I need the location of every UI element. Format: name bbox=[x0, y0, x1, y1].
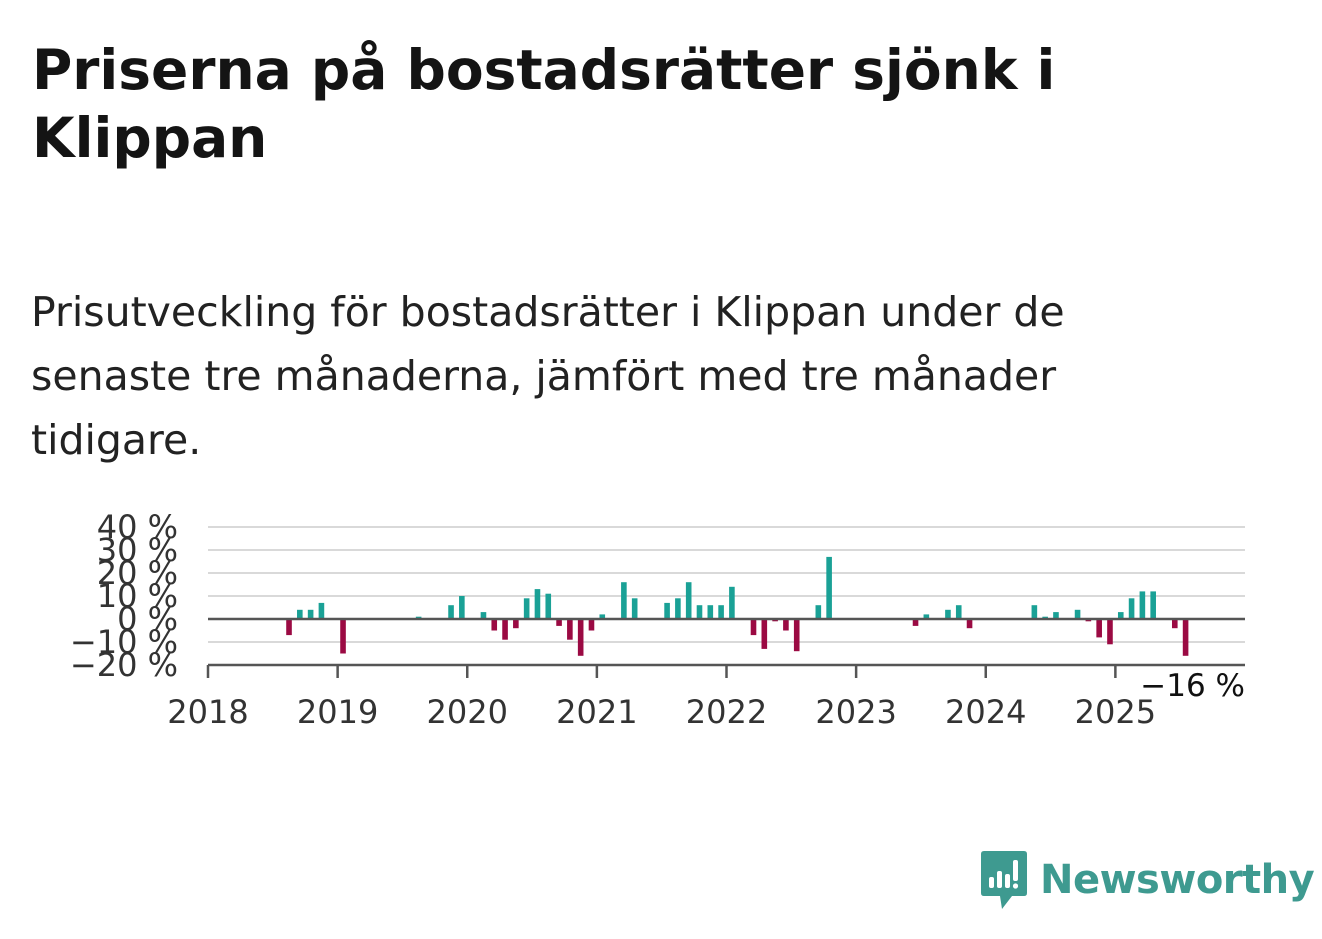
bar-chart: 40 %30 %20 %10 %0 %−10 %−20 % 2018 2019 20… bbox=[70, 508, 1248, 731]
bar bbox=[588, 619, 595, 631]
bar bbox=[1171, 619, 1178, 629]
bar bbox=[685, 582, 692, 619]
y-axis-labels: 40 %30 %20 %10 %0 %−10 %−20 % bbox=[70, 508, 178, 684]
bar bbox=[718, 605, 724, 619]
bar bbox=[1074, 609, 1081, 619]
bar bbox=[1150, 591, 1156, 619]
bars bbox=[286, 556, 1189, 656]
bar bbox=[545, 593, 552, 619]
bar bbox=[761, 619, 768, 649]
bar bbox=[1182, 619, 1189, 656]
bar bbox=[513, 619, 519, 629]
brand-name: Newsworthy bbox=[1040, 857, 1315, 903]
bar bbox=[318, 602, 325, 619]
bar bbox=[286, 619, 292, 636]
bar bbox=[523, 598, 530, 619]
bar bbox=[567, 619, 573, 640]
y-tick-label: 0 % bbox=[117, 600, 178, 638]
bar bbox=[912, 619, 919, 626]
x-axis-labels: 2018 2019 2020 2021 2022 2023 2024 2025 bbox=[167, 693, 1156, 731]
bar bbox=[815, 605, 822, 619]
gridlines bbox=[208, 526, 1245, 643]
bar bbox=[599, 614, 606, 619]
brand-logo: Newsworthy bbox=[980, 848, 1315, 912]
bar bbox=[448, 605, 454, 619]
bar bbox=[1031, 605, 1038, 619]
y-tick-label: 20 % bbox=[97, 554, 178, 592]
chart-title: Priserna på bostadsrätter sjönk i Klippa… bbox=[32, 38, 1056, 170]
bar bbox=[1053, 612, 1059, 619]
bar bbox=[675, 598, 681, 619]
end-value-label: −16 %−16 % bbox=[1137, 665, 1248, 707]
bar bbox=[826, 556, 832, 619]
x-tick-label: 2021 bbox=[556, 693, 637, 731]
bar bbox=[1139, 591, 1146, 619]
bar bbox=[534, 589, 541, 619]
bar bbox=[1096, 619, 1102, 638]
bar bbox=[945, 609, 951, 619]
x-tick-label: 2023 bbox=[815, 693, 896, 731]
bar bbox=[621, 582, 627, 619]
bar bbox=[340, 619, 346, 654]
x-tick-label: 2025 bbox=[1075, 693, 1156, 731]
bar bbox=[459, 596, 465, 619]
bar bbox=[631, 598, 638, 619]
x-tick-label: 2019 bbox=[297, 693, 378, 731]
y-tick-label: 10 % bbox=[97, 577, 178, 615]
bar bbox=[480, 612, 487, 619]
bar bbox=[307, 609, 314, 619]
bar bbox=[793, 619, 800, 652]
x-tick-label: 2022 bbox=[686, 693, 767, 731]
bar bbox=[955, 605, 962, 619]
y-tick-label: 30 % bbox=[97, 531, 178, 569]
bar bbox=[502, 619, 508, 640]
bar bbox=[707, 605, 714, 619]
bar bbox=[966, 619, 973, 629]
bar bbox=[750, 619, 757, 636]
y-tick-label: 40 % bbox=[97, 508, 178, 546]
end-label: −16 % bbox=[1140, 668, 1245, 704]
x-axis bbox=[206, 617, 1245, 678]
bar bbox=[1107, 619, 1113, 645]
bar bbox=[1128, 598, 1135, 619]
chart-subtitle: Prisutveckling för bostadsrätter i Klipp… bbox=[31, 288, 1065, 464]
bar bbox=[783, 619, 789, 631]
y-tick-label: −10 % bbox=[70, 623, 178, 661]
bar bbox=[664, 602, 670, 619]
bar bbox=[729, 586, 735, 619]
x-tick-label: 2018 bbox=[167, 693, 248, 731]
bar bbox=[1117, 612, 1124, 619]
bar bbox=[923, 614, 930, 619]
bar bbox=[577, 619, 584, 656]
y-tick-label: −20 % bbox=[70, 646, 178, 684]
bar bbox=[491, 619, 498, 631]
end-label-halo: −16 % bbox=[1140, 668, 1245, 704]
bar bbox=[297, 609, 303, 619]
bar bbox=[696, 605, 703, 619]
x-tick-label: 2020 bbox=[427, 693, 508, 731]
newsworthy-logo-icon bbox=[981, 851, 1027, 909]
x-tick-label: 2024 bbox=[945, 693, 1026, 731]
bar bbox=[556, 619, 562, 626]
